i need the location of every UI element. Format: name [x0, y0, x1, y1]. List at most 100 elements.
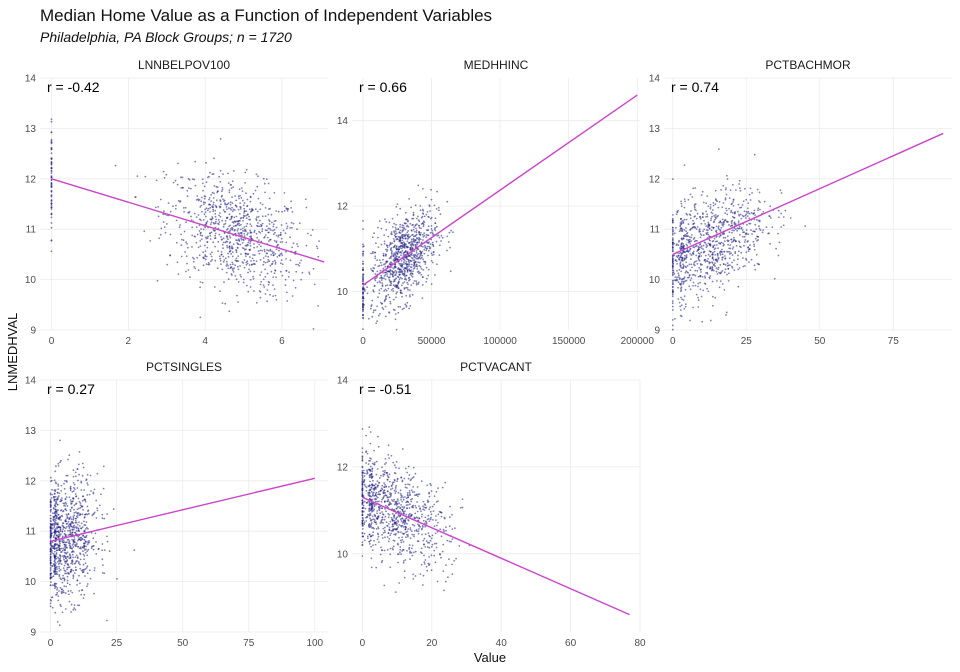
data-point: [60, 548, 62, 550]
data-point: [79, 525, 81, 527]
data-point: [679, 306, 681, 308]
data-point: [370, 546, 372, 548]
data-point: [408, 259, 410, 261]
data-point: [418, 517, 420, 519]
data-point: [239, 195, 241, 197]
data-point: [727, 235, 729, 237]
data-point: [704, 259, 706, 261]
data-point: [59, 501, 61, 503]
data-point: [733, 199, 735, 201]
data-point: [94, 570, 96, 572]
data-point: [678, 255, 680, 257]
data-point: [424, 563, 426, 565]
data-point: [57, 587, 59, 589]
data-point: [423, 225, 425, 227]
data-point: [212, 192, 214, 194]
data-point: [430, 232, 432, 234]
data-point: [462, 507, 464, 509]
data-point: [71, 507, 73, 509]
data-point: [263, 178, 265, 180]
data-point: [431, 546, 433, 548]
data-point: [747, 211, 749, 213]
data-point: [369, 477, 371, 479]
data-point: [67, 582, 69, 584]
data-point: [364, 533, 366, 535]
data-point: [417, 185, 419, 187]
data-point: [362, 467, 364, 469]
data-point: [87, 565, 89, 567]
data-point: [380, 554, 382, 556]
data-point: [242, 220, 244, 222]
data-point: [725, 268, 727, 270]
data-point: [451, 564, 453, 566]
data-point: [226, 237, 228, 239]
panel-medhhinc: MEDHHINC1012140 50000 100000 150000 200000r …: [337, 58, 655, 347]
data-point: [78, 530, 80, 532]
data-point: [365, 451, 367, 453]
data-point: [378, 541, 380, 543]
data-point: [694, 208, 696, 210]
data-point: [421, 534, 423, 536]
data-point: [385, 279, 387, 281]
data-point: [419, 508, 421, 510]
data-point: [189, 179, 191, 181]
data-point: [72, 609, 74, 611]
data-point: [200, 205, 202, 207]
data-point: [51, 177, 53, 179]
data-point: [726, 210, 728, 212]
data-point: [257, 175, 259, 177]
data-point: [749, 194, 751, 196]
data-point: [202, 190, 204, 192]
data-point: [50, 499, 52, 501]
data-point: [386, 521, 388, 523]
data-point: [453, 560, 455, 562]
data-point: [723, 263, 725, 265]
data-point: [385, 505, 387, 507]
data-point: [411, 264, 413, 266]
data-point: [432, 544, 434, 546]
panel-title: PCTSINGLES: [146, 360, 222, 374]
data-point: [675, 280, 677, 282]
data-point: [428, 250, 430, 252]
data-point: [205, 259, 207, 261]
data-point: [377, 501, 379, 503]
data-point: [406, 282, 408, 284]
data-point: [396, 329, 398, 331]
data-point: [56, 594, 58, 596]
data-point: [418, 225, 420, 227]
data-point: [694, 187, 696, 189]
data-point: [249, 219, 251, 221]
data-point: [63, 592, 65, 594]
data-point: [431, 254, 433, 256]
data-point: [674, 232, 676, 234]
data-point: [229, 235, 231, 237]
data-point: [247, 205, 249, 207]
data-point: [298, 265, 300, 267]
data-point: [371, 511, 373, 513]
data-point: [416, 237, 418, 239]
data-point: [232, 268, 234, 270]
data-point: [388, 311, 390, 313]
data-point: [677, 211, 679, 213]
data-point: [58, 548, 60, 550]
data-point: [434, 274, 436, 276]
data-point: [397, 268, 399, 270]
data-point: [428, 508, 430, 510]
data-point: [433, 251, 435, 253]
data-point: [428, 556, 430, 558]
data-point: [436, 208, 438, 210]
data-point: [377, 282, 379, 284]
data-point: [681, 205, 683, 207]
data-point: [438, 235, 440, 237]
data-point: [413, 265, 415, 267]
data-point: [278, 234, 280, 236]
data-point: [393, 247, 395, 249]
data-point: [50, 504, 52, 506]
data-point: [392, 288, 394, 290]
data-point: [693, 282, 695, 284]
data-point: [220, 216, 222, 218]
data-point: [382, 470, 384, 472]
data-point: [265, 262, 267, 264]
data-point: [271, 214, 273, 216]
data-point: [409, 558, 411, 560]
